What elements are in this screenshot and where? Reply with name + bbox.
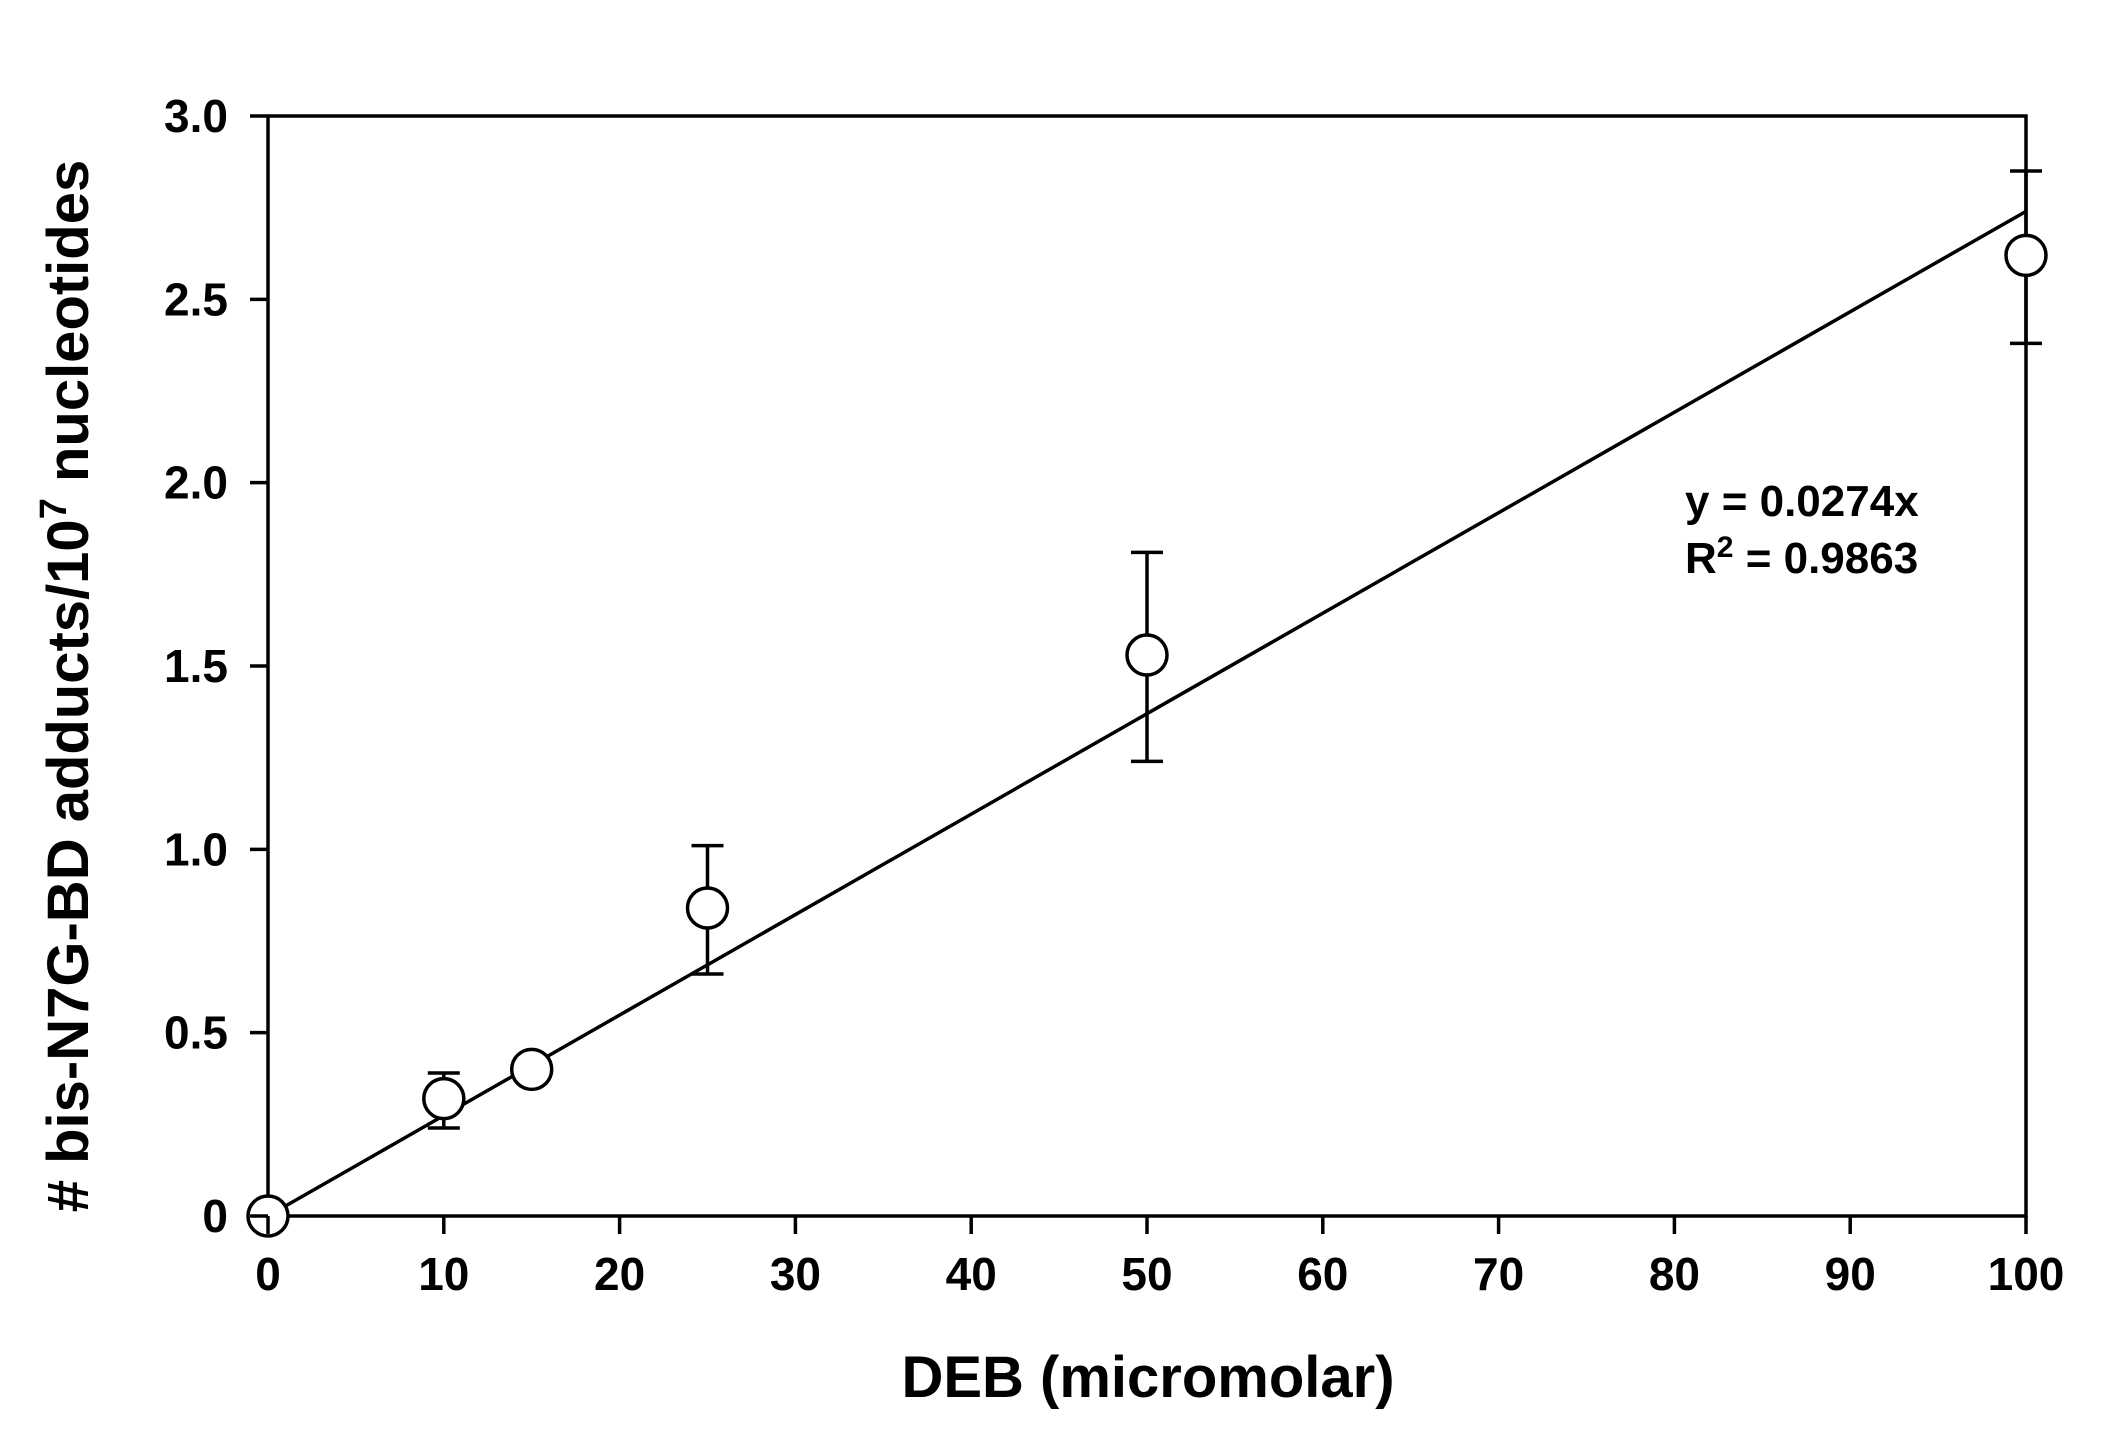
x-tick-label: 10	[418, 1248, 469, 1300]
x-tick-label: 40	[946, 1248, 997, 1300]
data-point	[685, 886, 730, 930]
y-tick-label: 1.5	[164, 640, 228, 692]
x-tick-label: 70	[1473, 1248, 1524, 1300]
x-axis-title: DEB (micromolar)	[901, 1345, 1394, 1410]
regression-equation: y = 0.0274x	[1685, 477, 1919, 526]
x-tick-label: 30	[770, 1248, 821, 1300]
y-axis-title: # bis-N7G-BD adducts/107 nucleotides	[33, 160, 101, 1213]
x-tick-label: 50	[1121, 1248, 1172, 1300]
y-axis-title-main: # bis-N7G-BD adducts/10	[36, 519, 101, 1212]
y-tick-label: 0	[202, 1190, 228, 1242]
r-squared-value: = 0.9863	[1733, 534, 1918, 583]
x-tick-label: 60	[1297, 1248, 1348, 1300]
data-point	[422, 1076, 466, 1121]
x-tick-label: 100	[1988, 1248, 2065, 1300]
y-tick-label: 2.5	[164, 273, 228, 325]
r-squared-superscript: 2	[1717, 531, 1734, 564]
r-squared-prefix: R	[1685, 534, 1717, 583]
data-point	[509, 1047, 554, 1092]
data-point	[1125, 633, 1169, 677]
y-tick-label: 0.5	[164, 1007, 228, 1059]
x-tick-label: 20	[594, 1248, 645, 1300]
y-tick-label: 1.0	[164, 823, 228, 875]
regression-r-squared: R2 = 0.9863	[1685, 531, 1918, 583]
y-tick-label: 3.0	[164, 90, 228, 142]
ticks: 0 10 20 30 40 50 60 70 80 90 100 0 0.5 1.0 1.5 2.0 2.5 3.…	[164, 90, 2064, 1300]
y-axis-title-superscript: 7	[33, 498, 75, 519]
x-tick-label: 80	[1649, 1248, 1700, 1300]
x-tick-label: 0	[255, 1248, 281, 1300]
y-axis-title-suffix: nucleotides	[36, 160, 101, 498]
regression-annotation: y = 0.0274x R2 = 0.9863	[1685, 477, 1919, 583]
data-point	[2004, 233, 2048, 278]
x-tick-label: 90	[1825, 1248, 1876, 1300]
y-tick-label: 2.0	[164, 457, 228, 509]
data-points	[246, 233, 2048, 1238]
